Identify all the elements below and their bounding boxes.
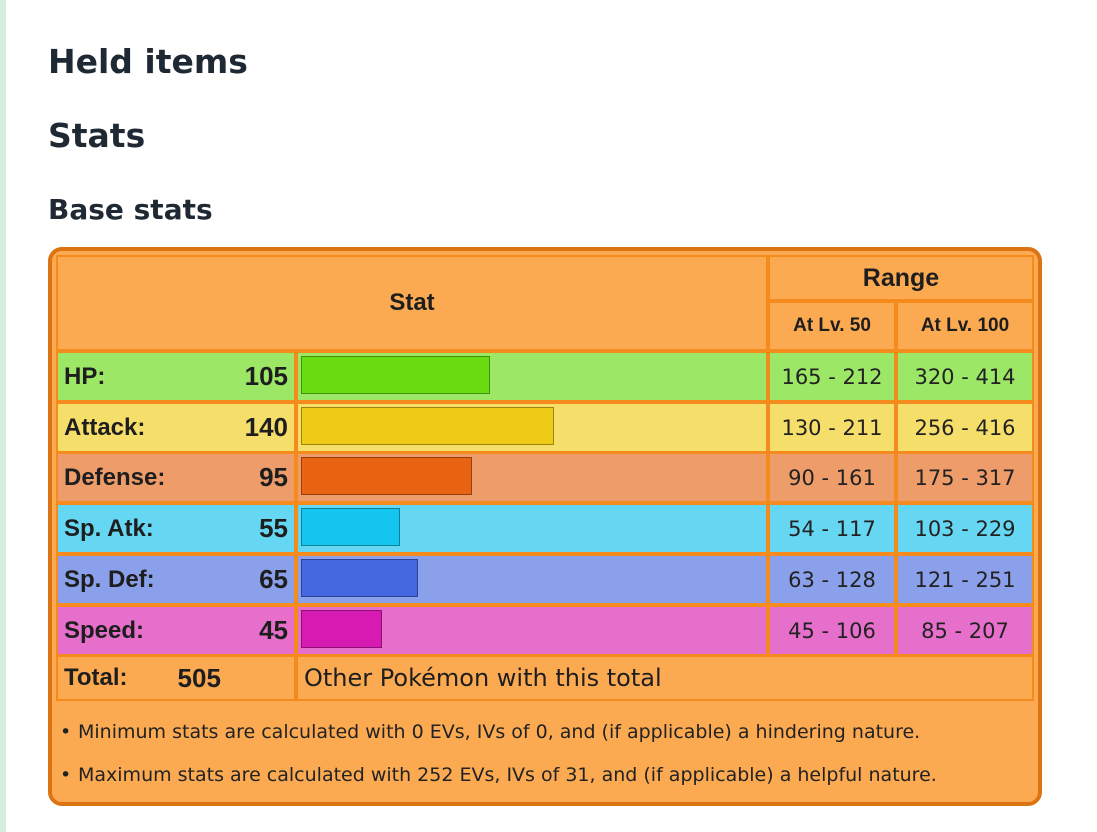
stat-name-cell-attack: Attack: 140	[56, 402, 296, 453]
range-lv100-sp-def: 121 - 251	[896, 554, 1034, 605]
range-lv100-hp: 320 - 414	[896, 351, 1034, 402]
stat-bar-cell-sp-def	[296, 554, 768, 605]
range-lv50-attack: 130 - 211	[768, 402, 896, 453]
stat-bar-cell-speed	[296, 605, 768, 656]
total-cell: Total: 505	[56, 655, 296, 701]
stat-label-hp: HP:	[64, 362, 106, 390]
stat-value-hp: 105	[244, 361, 288, 391]
range-lv50-sp-def: 63 - 128	[768, 554, 896, 605]
range-column-header: Range	[768, 255, 1034, 301]
stat-bar-cell-hp	[296, 351, 768, 402]
base-stats-table: Stat Range At Lv. 50 At Lv. 100 HP: 105 16…	[48, 247, 1042, 806]
range-lv100-attack: 256 - 416	[896, 402, 1034, 453]
stat-label-attack: Attack:	[64, 413, 146, 441]
note-minimum-stats: Minimum stats are calculated with 0 EVs,…	[60, 721, 920, 743]
range-lv100-sp-atk: 103 - 229	[896, 503, 1034, 554]
other-pokemon-total-link[interactable]: Other Pokémon with this total	[296, 655, 1034, 701]
range-lv100-speed: 85 - 207	[896, 605, 1034, 656]
stat-value-speed: 45	[259, 615, 288, 645]
stat-name-cell-defense: Defense: 95	[56, 452, 296, 503]
stat-label-defense: Defense:	[64, 463, 166, 491]
stat-name-cell-speed: Speed: 45	[56, 605, 296, 656]
stat-bar-cell-sp-atk	[296, 503, 768, 554]
range-lv50-hp: 165 - 212	[768, 351, 896, 402]
stat-bar-cell-defense	[296, 452, 768, 503]
stat-bar-sp-atk	[301, 508, 400, 546]
heading-held-items: Held items	[48, 42, 248, 81]
stat-bar-attack	[301, 407, 554, 445]
total-value: 505	[177, 662, 221, 693]
stat-bar-sp-def	[301, 559, 418, 597]
stat-bar-hp	[301, 356, 490, 394]
lv100-column-header: At Lv. 100	[896, 301, 1034, 351]
stat-bar-defense	[301, 457, 472, 495]
note-maximum-stats: Maximum stats are calculated with 252 EV…	[60, 764, 937, 786]
stat-label-sp-def: Sp. Def:	[64, 565, 155, 593]
heading-stats: Stats	[48, 116, 146, 155]
left-accent-stripe	[0, 0, 6, 832]
lv50-column-header: At Lv. 50	[768, 301, 896, 351]
stat-bar-cell-attack	[296, 402, 768, 453]
stat-label-sp-atk: Sp. Atk:	[64, 514, 154, 542]
range-lv50-speed: 45 - 106	[768, 605, 896, 656]
stat-name-cell-sp-atk: Sp. Atk: 55	[56, 503, 296, 554]
stat-name-cell-hp: HP: 105	[56, 351, 296, 402]
range-lv50-sp-atk: 54 - 117	[768, 503, 896, 554]
range-lv100-defense: 175 - 317	[896, 452, 1034, 503]
stat-value-attack: 140	[244, 412, 288, 442]
range-lv50-defense: 90 - 161	[768, 452, 896, 503]
stat-notes: Minimum stats are calculated with 0 EVs,…	[56, 701, 1036, 801]
stat-value-defense: 95	[259, 462, 288, 492]
stat-bar-speed	[301, 610, 382, 648]
stat-name-cell-sp-def: Sp. Def: 65	[56, 554, 296, 605]
stat-value-sp-atk: 55	[259, 513, 288, 543]
stat-value-sp-def: 65	[259, 564, 288, 594]
total-label: Total:	[64, 664, 128, 691]
stat-label-speed: Speed:	[64, 616, 145, 644]
heading-base-stats: Base stats	[48, 193, 213, 226]
stat-column-header: Stat	[56, 255, 768, 351]
